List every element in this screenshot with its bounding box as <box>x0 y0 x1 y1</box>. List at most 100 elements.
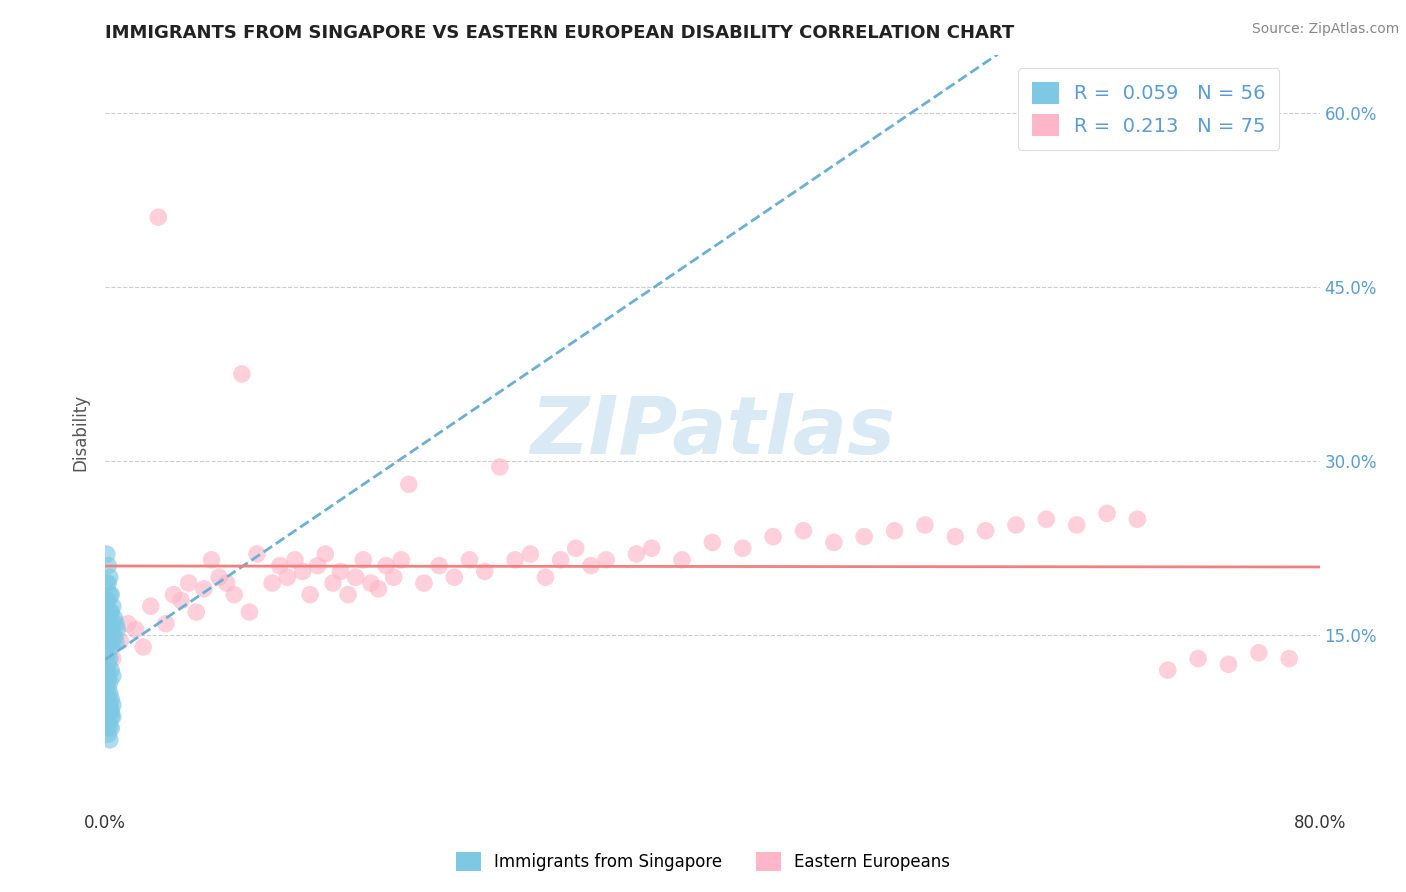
Point <box>671 553 693 567</box>
Point <box>124 623 146 637</box>
Point <box>565 541 588 556</box>
Point <box>702 535 724 549</box>
Point <box>1126 512 1149 526</box>
Point <box>98 570 121 584</box>
Point <box>398 477 420 491</box>
Point <box>96 686 118 700</box>
Point <box>943 530 966 544</box>
Point <box>100 588 122 602</box>
Point <box>97 727 120 741</box>
Point <box>104 616 127 631</box>
Point <box>375 558 398 573</box>
Point <box>101 599 124 614</box>
Point <box>97 593 120 607</box>
Point <box>474 565 496 579</box>
Text: Source: ZipAtlas.com: Source: ZipAtlas.com <box>1251 22 1399 37</box>
Point <box>148 210 170 224</box>
Point <box>96 628 118 642</box>
Point <box>193 582 215 596</box>
Point <box>98 616 121 631</box>
Point <box>314 547 336 561</box>
Point <box>98 588 121 602</box>
Point <box>307 558 329 573</box>
Point <box>98 634 121 648</box>
Point <box>823 535 845 549</box>
Point <box>100 721 122 735</box>
Point <box>104 634 127 648</box>
Point <box>101 651 124 665</box>
Point <box>101 698 124 712</box>
Point <box>276 570 298 584</box>
Point <box>640 541 662 556</box>
Point <box>427 558 450 573</box>
Point <box>352 553 374 567</box>
Point <box>98 686 121 700</box>
Point <box>231 367 253 381</box>
Point <box>100 663 122 677</box>
Point <box>170 593 193 607</box>
Point <box>519 547 541 561</box>
Legend: R =  0.059   N = 56, R =  0.213   N = 75: R = 0.059 N = 56, R = 0.213 N = 75 <box>1018 68 1279 150</box>
Point <box>97 558 120 573</box>
Point <box>97 576 120 591</box>
Point <box>1187 651 1209 665</box>
Point <box>246 547 269 561</box>
Point <box>208 570 231 584</box>
Text: IMMIGRANTS FROM SINGAPORE VS EASTERN EUROPEAN DISABILITY CORRELATION CHART: IMMIGRANTS FROM SINGAPORE VS EASTERN EUR… <box>105 24 1015 42</box>
Point <box>103 628 125 642</box>
Point <box>389 553 412 567</box>
Point <box>291 565 314 579</box>
Point <box>96 674 118 689</box>
Point <box>98 605 121 619</box>
Point <box>1278 651 1301 665</box>
Point <box>458 553 481 567</box>
Point <box>1157 663 1180 677</box>
Point <box>98 674 121 689</box>
Point <box>101 669 124 683</box>
Point <box>97 623 120 637</box>
Point <box>100 640 122 654</box>
Point <box>626 547 648 561</box>
Point <box>269 558 291 573</box>
Point <box>792 524 814 538</box>
Legend: Immigrants from Singapore, Eastern Europeans: Immigrants from Singapore, Eastern Europ… <box>447 843 959 880</box>
Point <box>550 553 572 567</box>
Point <box>103 611 125 625</box>
Text: ZIPatlas: ZIPatlas <box>530 393 894 471</box>
Point <box>96 663 118 677</box>
Point <box>1247 646 1270 660</box>
Point <box>337 588 360 602</box>
Point <box>97 698 120 712</box>
Point <box>914 518 936 533</box>
Point <box>579 558 602 573</box>
Point <box>100 709 122 723</box>
Point <box>110 634 132 648</box>
Point <box>262 576 284 591</box>
Point <box>186 605 208 619</box>
Point <box>443 570 465 584</box>
Point <box>155 616 177 631</box>
Point <box>344 570 367 584</box>
Point <box>98 651 121 665</box>
Point <box>96 721 118 735</box>
Point <box>101 709 124 723</box>
Point <box>97 611 120 625</box>
Point <box>731 541 754 556</box>
Point <box>238 605 260 619</box>
Point <box>1005 518 1028 533</box>
Point <box>382 570 405 584</box>
Point <box>132 640 155 654</box>
Y-axis label: Disability: Disability <box>72 393 89 471</box>
Point <box>97 692 120 706</box>
Point <box>1035 512 1057 526</box>
Point <box>534 570 557 584</box>
Point <box>329 565 352 579</box>
Point <box>224 588 246 602</box>
Point <box>883 524 905 538</box>
Point <box>1095 507 1118 521</box>
Point <box>117 616 139 631</box>
Point <box>299 588 322 602</box>
Point <box>96 576 118 591</box>
Point <box>101 634 124 648</box>
Point <box>97 715 120 730</box>
